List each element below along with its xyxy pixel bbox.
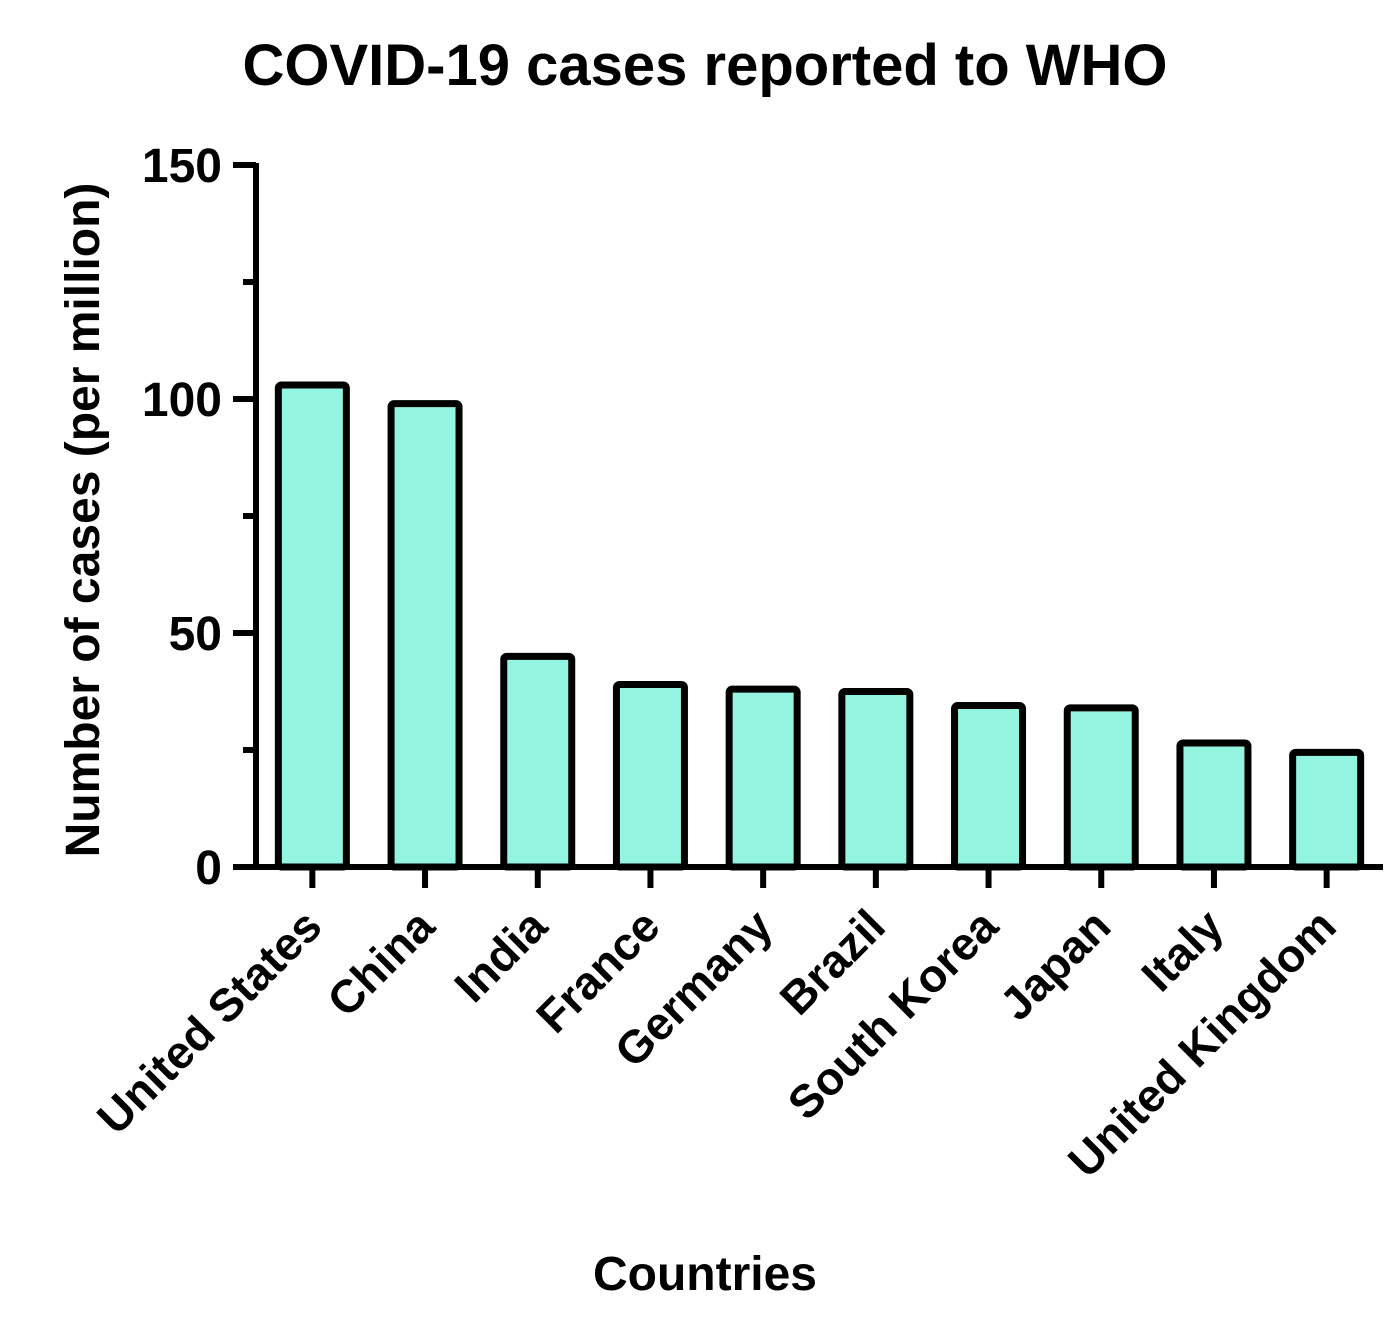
y-tick-label: 150 [142, 140, 222, 193]
bar-italy [1176, 739, 1252, 871]
bar-south-korea [951, 702, 1027, 871]
bar-brazil [838, 688, 914, 871]
bar-china [387, 400, 463, 871]
x-axis-title: Countries [593, 1248, 817, 1301]
y-axis-title: Number of cases (per million) [57, 183, 110, 858]
x-tick-label: China [317, 899, 444, 1026]
bar-japan [1063, 704, 1139, 871]
x-tick-label: United States [87, 899, 332, 1144]
y-tick-label: 100 [142, 374, 222, 427]
bar-india [500, 652, 576, 871]
chart-title: COVID-19 cases reported to WHO [243, 33, 1168, 98]
bar-france [612, 680, 688, 871]
x-tick-label: Italy [1131, 899, 1233, 1001]
y-tick-label: 0 [195, 842, 222, 895]
bar-united-kingdom [1289, 748, 1365, 871]
x-tick-label: Japan [990, 899, 1121, 1030]
bar-united-states [274, 381, 350, 871]
y-tick-label: 50 [169, 608, 222, 661]
bar-germany [725, 685, 801, 871]
